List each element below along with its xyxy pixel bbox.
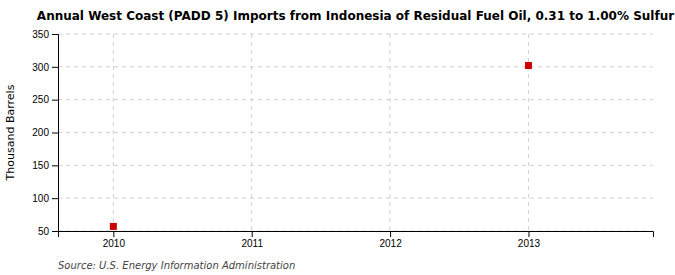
y-tick: 300 xyxy=(32,62,58,73)
grid xyxy=(58,34,653,231)
y-tick-label: 350 xyxy=(32,29,49,40)
y-axis-line xyxy=(52,35,59,232)
y-tick-label: 250 xyxy=(32,94,49,105)
title: Annual West Coast (PADD 5) Imports from … xyxy=(37,9,674,23)
x-grid-line xyxy=(113,34,114,231)
y-tick-label: 100 xyxy=(32,193,49,204)
y-grid-line xyxy=(58,34,653,35)
y-tick-mark xyxy=(52,165,58,166)
x-grid-line xyxy=(251,34,252,231)
y-grid-line xyxy=(58,99,653,100)
x-tick-mark xyxy=(252,231,253,237)
y-tick-label: 50 xyxy=(38,226,50,237)
x-tick-mark xyxy=(390,231,391,237)
x-tick-mark xyxy=(528,231,529,237)
x-tick: 2013 xyxy=(518,231,541,249)
y-tick-label: 150 xyxy=(32,160,49,171)
y-tick-mark xyxy=(52,67,58,68)
x-tick: 2010 xyxy=(103,231,126,249)
x-tick: 2011 xyxy=(241,231,263,249)
y-grid-line xyxy=(58,132,653,133)
point xyxy=(525,62,532,69)
y-tick: 50 xyxy=(38,226,58,237)
x-tick: 2012 xyxy=(379,231,402,249)
y-axis-title: Thousand Barrels xyxy=(4,84,17,181)
y-tick-label: 200 xyxy=(32,127,49,138)
point xyxy=(110,223,117,230)
y-grid-line xyxy=(58,66,653,67)
x-tick-mark xyxy=(113,231,114,237)
x-grid-line xyxy=(390,34,391,231)
source-note: Source: U.S. Energy Information Administ… xyxy=(58,260,295,271)
x-axis-line xyxy=(59,232,654,238)
y-grid-line xyxy=(58,198,653,199)
plot-area: 2010 2011 2012 2013 50 100 150 200 250 300 350 xyxy=(32,29,653,249)
y-tick-mark xyxy=(52,198,58,199)
y-tick-mark xyxy=(52,100,58,101)
x-axis: 2010 2011 2012 2013 xyxy=(59,231,654,249)
y-tick-mark xyxy=(52,34,58,35)
x-tick-label: 2010 xyxy=(103,238,126,249)
x-tick-label: 2011 xyxy=(241,238,263,249)
y-tick: 100 xyxy=(32,193,58,204)
y-tick: 250 xyxy=(32,94,58,105)
y-tick: 350 xyxy=(32,29,58,40)
y-tick-mark xyxy=(52,133,58,134)
y-tick: 200 xyxy=(32,127,58,138)
y-grid-line xyxy=(58,165,653,166)
x-tick-label: 2012 xyxy=(379,238,402,249)
points xyxy=(110,62,532,230)
x-tick-label: 2013 xyxy=(518,238,541,249)
y-tick: 150 xyxy=(32,160,58,171)
y-tick-label: 300 xyxy=(32,62,49,73)
chart-svg: 2010 2011 2012 2013 50 100 150 200 250 300 350 Annu… xyxy=(0,0,675,275)
y-axis: 50 100 150 200 250 300 350 xyxy=(32,29,58,237)
y-tick-mark xyxy=(52,231,58,232)
